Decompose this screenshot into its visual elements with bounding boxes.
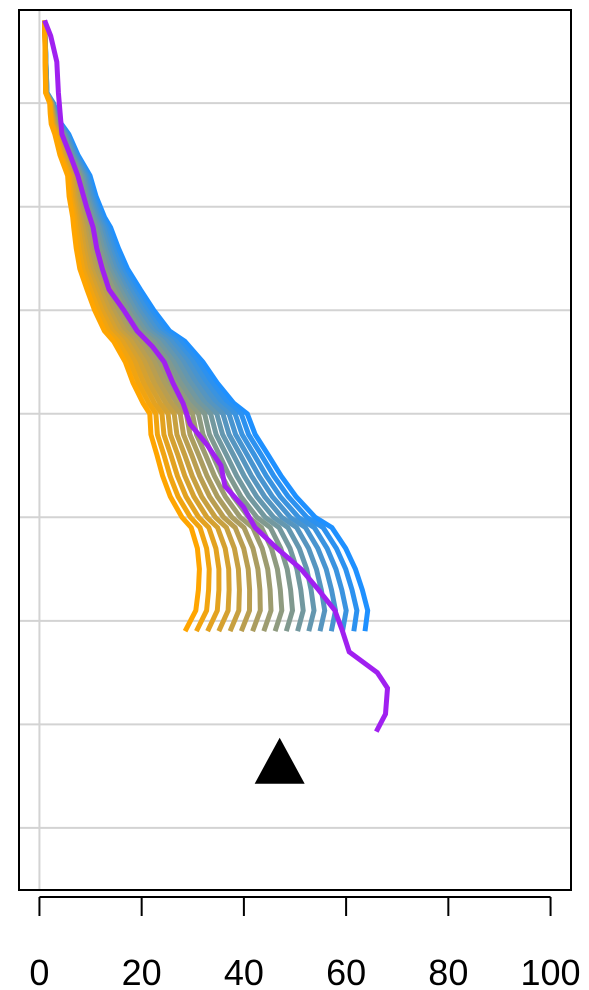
x-tick-label: 100 <box>521 952 581 990</box>
x-tick-label: 20 <box>122 952 162 990</box>
fan-series <box>42 20 371 633</box>
x-tick-label: 0 <box>29 952 49 990</box>
triangle-marker <box>254 737 305 784</box>
plot-frame <box>18 9 572 891</box>
gridlines <box>19 10 571 890</box>
x-tick-label: 80 <box>428 952 468 990</box>
marker-layer <box>254 737 305 784</box>
x-tick-label: 40 <box>224 952 264 990</box>
highlight-series-line <box>42 19 391 733</box>
x-axis: 0 20 40 60 80 100 <box>29 896 581 990</box>
series-line <box>42 20 202 633</box>
highlight-series <box>42 19 391 733</box>
x-tick-label: 60 <box>326 952 366 990</box>
series-line <box>42 20 317 632</box>
